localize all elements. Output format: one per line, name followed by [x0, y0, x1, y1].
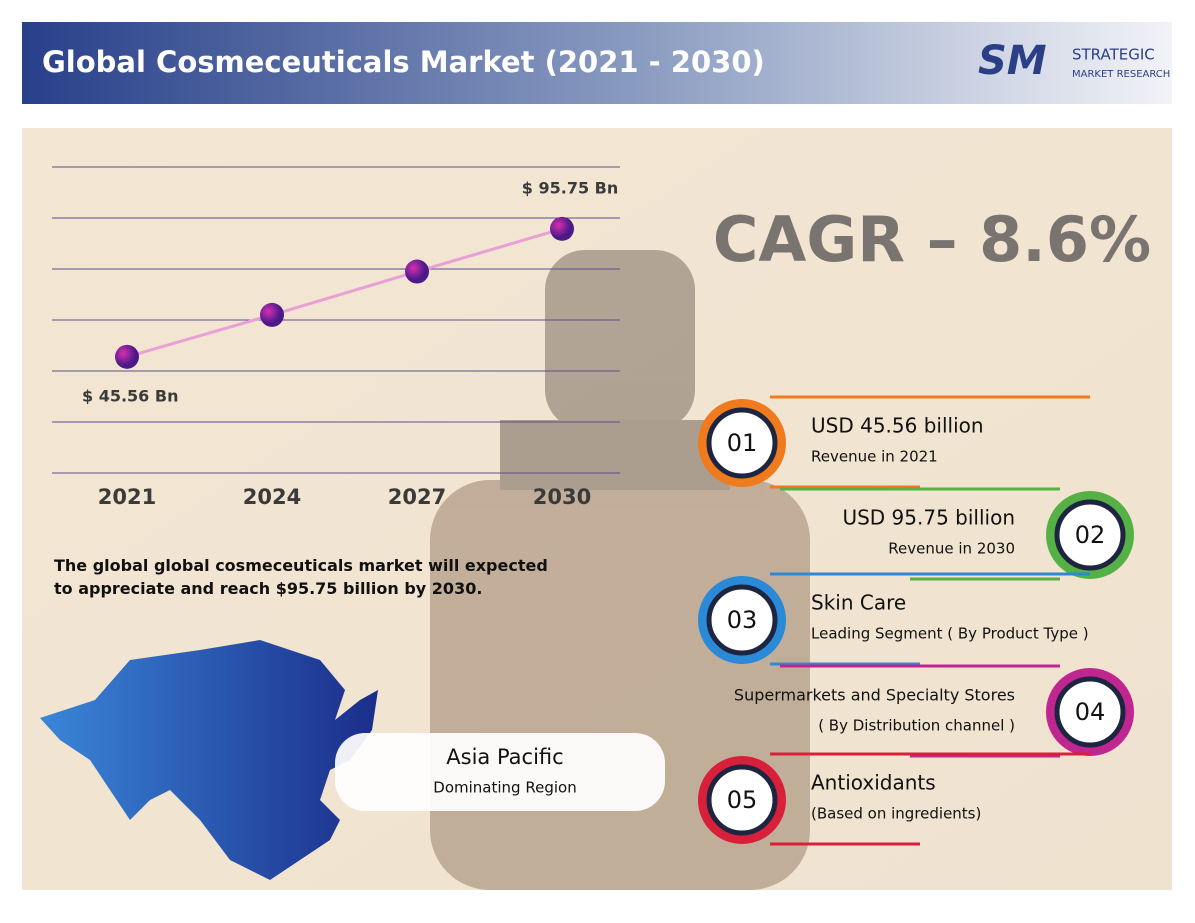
item-number: 05: [727, 786, 758, 814]
logo-text: MARKET RESEARCH: [1072, 69, 1170, 80]
item-subtitle: (Based on ingredients): [811, 805, 981, 823]
item-subtitle: Revenue in 2021: [811, 448, 938, 466]
item-number: 04: [1075, 698, 1106, 726]
header-bar: [22, 22, 1172, 104]
item-title: Supermarkets and Specialty Stores: [734, 686, 1015, 705]
x-tick-label: 2027: [388, 485, 446, 509]
region-name: Asia Pacific: [446, 745, 563, 769]
point: [405, 259, 429, 284]
item-number: 01: [727, 429, 758, 457]
item-subtitle: ( By Distribution channel ): [818, 717, 1015, 735]
item-title: Antioxidants: [811, 771, 936, 795]
data-label: $ 95.75 Bn: [522, 178, 618, 197]
region-box: [335, 733, 665, 811]
x-tick-label: 2030: [533, 485, 591, 509]
summary: The global global cosmeceuticals market …: [54, 556, 548, 598]
x-tick-label: 2024: [243, 485, 301, 509]
item-title: Skin Care: [811, 591, 906, 615]
x-tick-label: 2021: [98, 485, 156, 509]
map: [40, 640, 378, 880]
item-subtitle: Revenue in 2030: [888, 540, 1015, 558]
region-subtitle: Dominating Region: [433, 779, 576, 797]
item-number: 02: [1075, 521, 1106, 549]
point: [115, 344, 139, 369]
line: [126, 227, 563, 359]
item-subtitle: Leading Segment ( By Product Type ): [811, 625, 1089, 643]
ring-inner: [706, 584, 778, 656]
item-title: USD 95.75 billion: [842, 506, 1015, 530]
line-chart: 2021 2024 2027 2030 $ 45.56 Bn $ 95.75 Bn: [52, 166, 620, 509]
item-list: 01 USD 45.56 billion Revenue in 2021 02 USD …: [698, 395, 1134, 846]
point: [260, 302, 284, 327]
point: [550, 216, 574, 241]
ring-inner: [1054, 676, 1126, 748]
item-number: 03: [727, 606, 758, 634]
title: Global Cosmeceuticals Market (2021 - 203…: [42, 45, 765, 79]
logo-text: STRATEGIC: [1072, 46, 1155, 64]
data-label: $ 45.56 Bn: [82, 386, 178, 405]
ring-inner: [706, 764, 778, 836]
ring-inner: [1054, 499, 1126, 571]
item-title: USD 45.56 billion: [811, 414, 984, 438]
logo-mark: SM: [978, 38, 1047, 84]
ring-inner: [706, 407, 778, 479]
cagr: CAGR – 8.6%: [713, 203, 1151, 276]
